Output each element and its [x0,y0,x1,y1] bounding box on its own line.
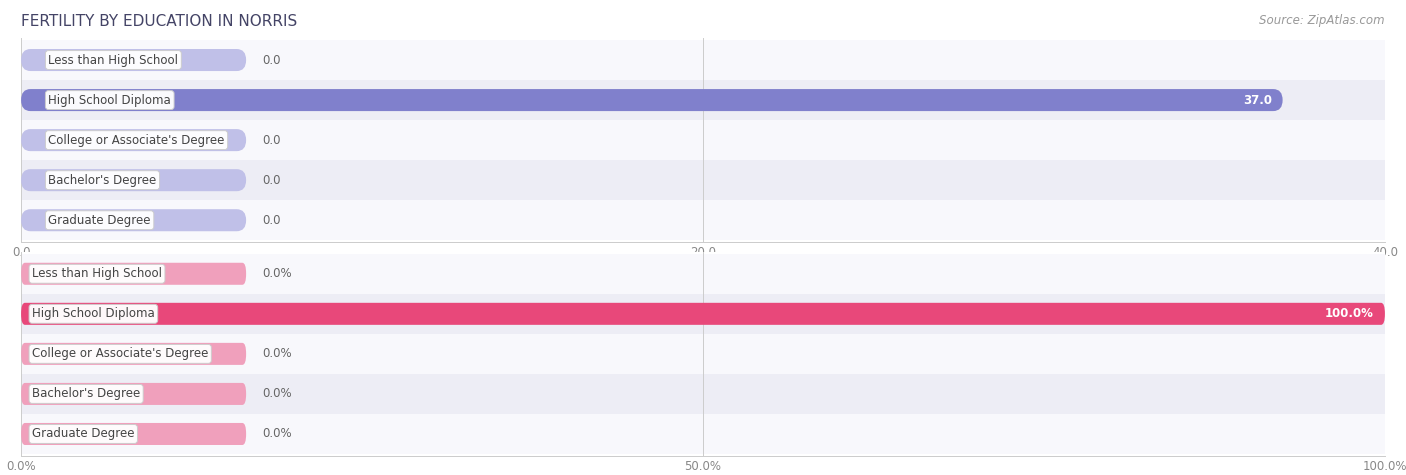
FancyBboxPatch shape [21,209,246,231]
FancyBboxPatch shape [21,169,246,191]
FancyBboxPatch shape [21,89,1282,111]
Text: 37.0: 37.0 [1243,94,1271,106]
Text: 0.0%: 0.0% [263,388,292,400]
Bar [21,160,1385,200]
Text: Less than High School: Less than High School [48,54,179,67]
FancyBboxPatch shape [21,423,246,445]
Text: High School Diploma: High School Diploma [48,94,172,106]
FancyBboxPatch shape [21,129,246,151]
FancyBboxPatch shape [21,383,246,405]
Bar [21,120,1385,160]
Text: FERTILITY BY EDUCATION IN NORRIS: FERTILITY BY EDUCATION IN NORRIS [21,14,297,29]
FancyBboxPatch shape [21,49,246,71]
Text: Less than High School: Less than High School [32,267,162,280]
Text: Graduate Degree: Graduate Degree [48,214,150,227]
Bar [21,414,1385,454]
Text: Graduate Degree: Graduate Degree [32,428,135,440]
Text: 0.0: 0.0 [263,174,281,187]
Text: 100.0%: 100.0% [1324,307,1374,320]
Text: 0.0%: 0.0% [263,347,292,361]
Bar [21,80,1385,120]
Bar [21,40,1385,80]
Text: College or Associate's Degree: College or Associate's Degree [32,347,208,361]
Bar [21,374,1385,414]
FancyBboxPatch shape [21,343,246,365]
Bar [21,254,1385,294]
Text: College or Associate's Degree: College or Associate's Degree [48,133,225,147]
Bar [21,334,1385,374]
Text: Source: ZipAtlas.com: Source: ZipAtlas.com [1260,14,1385,27]
Text: 0.0%: 0.0% [263,267,292,280]
Text: 0.0: 0.0 [263,214,281,227]
Bar [21,294,1385,334]
Text: 0.0: 0.0 [263,54,281,67]
Text: High School Diploma: High School Diploma [32,307,155,320]
Text: Bachelor's Degree: Bachelor's Degree [48,174,156,187]
Text: 0.0%: 0.0% [263,428,292,440]
FancyBboxPatch shape [21,263,246,285]
Text: 0.0: 0.0 [263,133,281,147]
Text: Bachelor's Degree: Bachelor's Degree [32,388,141,400]
FancyBboxPatch shape [21,303,1385,325]
Bar [21,200,1385,240]
